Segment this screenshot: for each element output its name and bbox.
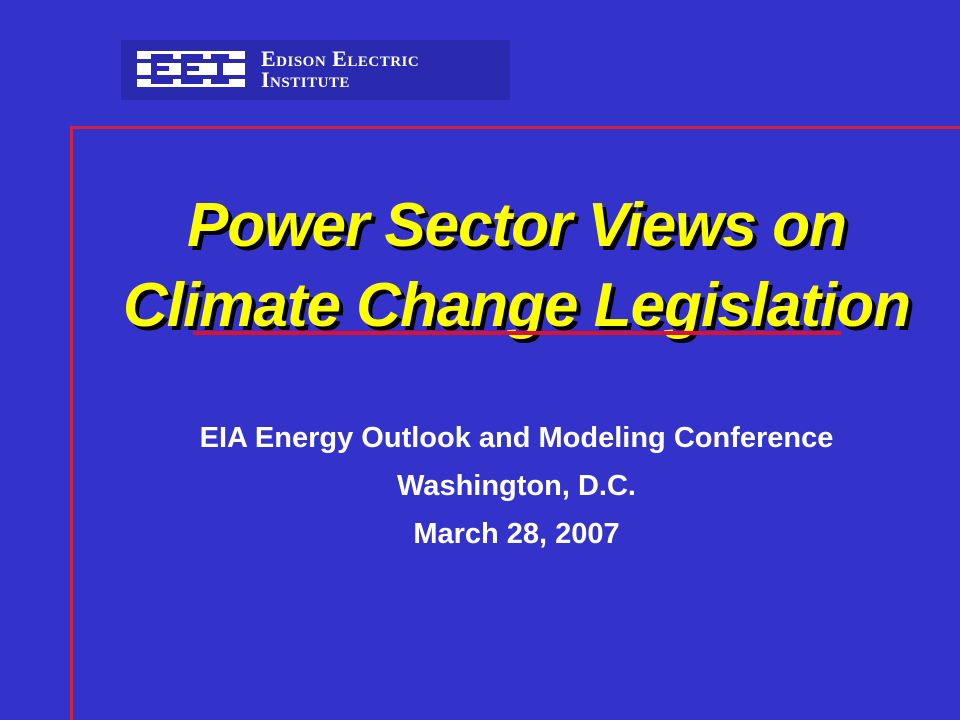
slide-title: Power Sector Views on Climate Change Leg… <box>73 186 960 346</box>
title-line-2: Climate Change Legislation <box>122 271 911 340</box>
frame-top-line <box>70 126 960 129</box>
eei-logo: Edison Electric Institute <box>121 40 510 100</box>
logo-name-line1: Edison Electric <box>261 46 420 71</box>
date: March 28, 2007 <box>413 518 620 550</box>
conference-name: EIA Energy Outlook and Modeling Conferen… <box>199 422 834 454</box>
title-line-1: Power Sector Views on <box>187 191 847 260</box>
slide-subtitle: EIA Energy Outlook and Modeling Conferen… <box>73 414 960 558</box>
logo-name-line2: Institute <box>261 67 350 92</box>
location: Washington, D.C. <box>397 470 636 502</box>
eei-logo-name: Edison Electric Institute <box>261 46 420 92</box>
frame-left-line <box>70 126 73 720</box>
title-underline <box>193 331 841 335</box>
eei-logo-mark <box>137 51 245 87</box>
